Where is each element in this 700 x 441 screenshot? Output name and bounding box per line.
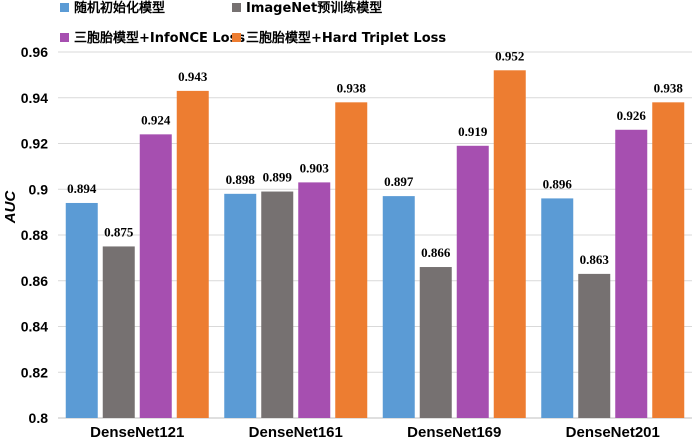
legend-label: 三胞胎模型+InfoNCE Loss [74,30,245,46]
x-category-label: DenseNet121 [90,424,184,441]
bar-densenet169-series-3 [456,145,489,418]
data-label: 0.926 [617,108,647,123]
legend-swatch [60,33,69,42]
bars: 0.894 0.875 0.924 0.943 0.898 0.899 0.903 0.938… [65,48,685,419]
bar-densenet161-series-1 [224,193,257,418]
data-label: 0.952 [495,48,524,63]
y-tick-label: 0.94 [21,90,48,106]
y-tick-label: 0.96 [21,44,48,60]
data-label: 0.896 [543,176,573,191]
legend-swatch [60,3,69,12]
data-label: 0.938 [337,80,367,95]
bar-densenet161-series-3 [298,182,331,418]
x-axis-categories: DenseNet121 DenseNet161 DenseNet169 DenseNe… [90,424,660,441]
bar-densenet121-series-1 [65,202,98,418]
x-category-label: DenseNet201 [566,424,660,441]
data-label: 0.897 [384,174,414,189]
bar-densenet169-series-1 [382,196,415,418]
y-axis-title: AUC [2,190,19,225]
data-label: 0.943 [178,69,208,84]
bar-densenet161-series-4 [335,102,368,418]
y-tick-label: 0.8 [29,410,49,426]
legend-label: ImageNet预训练模型 [246,0,382,16]
data-label: 0.894 [67,181,97,196]
bar-densenet169-series-4 [493,70,526,419]
bar-densenet201-series-2 [578,273,611,418]
bar-densenet169-series-2 [419,267,452,418]
y-tick-label: 0.92 [21,136,48,152]
legend-swatch [232,33,241,42]
data-label: 0.938 [654,80,684,95]
data-label: 0.875 [104,224,134,239]
x-category-label: DenseNet169 [407,424,501,441]
bar-densenet201-series-3 [615,129,648,418]
y-tick-label: 0.88 [21,227,48,243]
x-category-label: DenseNet161 [249,424,343,441]
data-label: 0.899 [263,170,293,185]
bar-densenet201-series-4 [652,102,685,418]
data-label: 0.898 [226,172,256,187]
legend-label: 三胞胎模型+Hard Triplet Loss [246,30,446,46]
data-label: 0.919 [458,124,488,139]
data-label: 0.866 [421,245,451,260]
bar-densenet121-series-3 [139,134,172,418]
data-label: 0.863 [580,252,610,267]
bar-densenet161-series-2 [261,191,294,418]
data-label: 0.903 [300,160,330,175]
y-tick-label: 0.84 [21,319,48,335]
bar-densenet121-series-4 [176,90,209,418]
y-tick-label: 0.82 [21,364,48,380]
bar-densenet121-series-2 [102,246,135,418]
y-axis-ticks: 0.8 0.82 0.84 0.86 0.88 0.9 0.92 0.94 0.96 [21,44,48,426]
legend-label: 随机初始化模型 [74,0,165,16]
bar-densenet201-series-1 [541,198,574,418]
y-tick-label: 0.9 [29,181,49,197]
data-label: 0.924 [141,112,171,127]
y-tick-label: 0.86 [21,273,48,289]
legend-swatch [232,3,241,12]
